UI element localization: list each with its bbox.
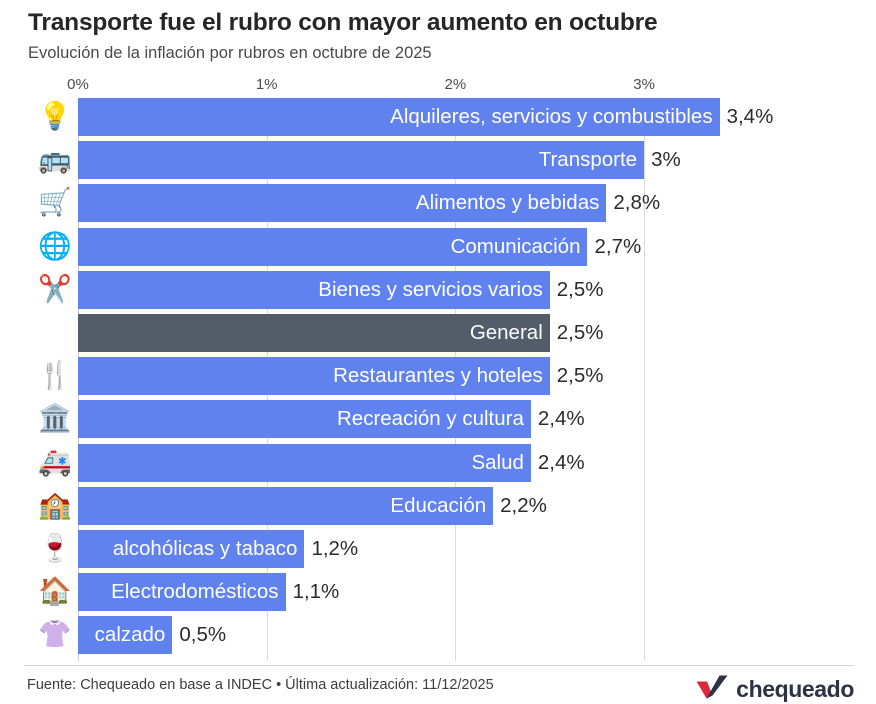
bar[interactable]: Educación bbox=[78, 486, 494, 525]
bar-row[interactable]: 💡 Alquileres, servicios y combustibles 3,4… bbox=[0, 98, 876, 136]
bus-icon: 🚌 bbox=[38, 144, 72, 176]
chart-footer: Fuente: Chequeado en base a INDEC • Últi… bbox=[0, 666, 876, 702]
bar-row[interactable]: 👚 calzado 0,5% bbox=[0, 616, 876, 655]
x-axis-tick-2: 2% bbox=[444, 76, 467, 93]
school-icon: 🏫 bbox=[38, 489, 72, 521]
bar-row[interactable]: 🌐 Comunicación 2,7% bbox=[0, 227, 876, 266]
bar-category-label: General bbox=[469, 320, 543, 344]
chart-subtitle: Evolución de la inflación por rubros en … bbox=[28, 44, 432, 63]
shopping-cart-icon: 🛒 bbox=[38, 187, 72, 219]
house-icon: 🏠 bbox=[38, 576, 72, 608]
bar[interactable]: Restaurantes y hoteles bbox=[78, 357, 550, 396]
bar[interactable]: Alquileres, servicios y combustibles bbox=[78, 98, 720, 136]
bar-row[interactable]: 🏠 Electrodomésticos 1,1% bbox=[0, 573, 876, 612]
bar[interactable]: Bienes y servicios varios bbox=[78, 270, 550, 309]
light-bulb-icon: 💡 bbox=[38, 101, 72, 132]
bar-category-label: calzado bbox=[94, 623, 166, 647]
bar-row[interactable]: 🛒 Alimentos y bebidas 2,8% bbox=[0, 184, 876, 223]
x-axis-tick-1: 1% bbox=[255, 76, 278, 93]
bar-row[interactable]: 🍷 alcohólicas y tabaco 1,2% bbox=[0, 530, 876, 568]
x-axis-tick-3: 3% bbox=[633, 76, 655, 93]
bar[interactable]: Electrodomésticos bbox=[78, 573, 286, 612]
page-title: Transporte fue el rubro con mayor aument… bbox=[28, 9, 658, 36]
bar-value-label: 1,1% bbox=[292, 579, 340, 603]
bar-category-label: Recreación y cultura bbox=[337, 407, 524, 431]
bar-value-label: 2,2% bbox=[500, 493, 547, 517]
bar-row[interactable]: General 2,5% bbox=[0, 314, 876, 352]
clothing-icon: 👚 bbox=[38, 619, 72, 651]
bar-row[interactable]: 🚌 Transporte 3% bbox=[0, 141, 876, 180]
bar-value-label: 2,8% bbox=[613, 191, 661, 215]
bar-row[interactable]: 🏛️ Recreación y cultura 2,4% bbox=[0, 400, 876, 439]
checkmark-icon bbox=[696, 675, 730, 704]
bar-value-label: 3% bbox=[651, 147, 681, 171]
x-axis-tick-labels: 0% 1% 2% 3% bbox=[0, 76, 876, 98]
classical-building-icon: 🏛️ bbox=[38, 403, 72, 435]
chart-plot-area: 0% 1% 2% 3% 💡 Alquileres, servicios y combus… bbox=[0, 76, 876, 661]
chart-header: Transporte fue el rubro con mayor aument… bbox=[28, 8, 856, 64]
bar[interactable]: Comunicación bbox=[78, 227, 588, 266]
wine-glass-icon: 🍷 bbox=[38, 533, 72, 564]
bar-row[interactable]: ✂️ Bienes y servicios varios 2,5% bbox=[0, 270, 876, 309]
bar-value-label: 2,5% bbox=[556, 277, 604, 301]
bar-value-label: 2,4% bbox=[537, 450, 585, 474]
footer-divider bbox=[24, 665, 854, 666]
bar[interactable]: calzado bbox=[78, 616, 173, 655]
bar-value-label: 2,5% bbox=[556, 320, 604, 344]
bar-row[interactable]: 🚑 Salud 2,4% bbox=[0, 443, 876, 482]
bar-category-label: alcohólicas y tabaco bbox=[112, 536, 298, 560]
bar[interactable]: General bbox=[78, 314, 550, 352]
bar-value-label: 1,2% bbox=[311, 536, 359, 560]
bar-category-label: Alquileres, servicios y combustibles bbox=[390, 104, 713, 128]
bar-category-label: Comunicación bbox=[450, 234, 581, 258]
bar[interactable]: Salud bbox=[78, 443, 531, 482]
bar-category-label: Transporte bbox=[538, 147, 638, 171]
bar[interactable]: Alimentos y bebidas bbox=[78, 184, 607, 223]
fork-and-knife-icon: 🍴 bbox=[38, 360, 72, 392]
bar-category-label: Salud bbox=[471, 450, 524, 474]
bar-category-label: Restaurantes y hoteles bbox=[333, 363, 543, 387]
bar[interactable]: alcohólicas y tabaco bbox=[78, 530, 305, 568]
x-axis-tick-0: 0% bbox=[67, 76, 89, 93]
bar-category-label: Bienes y servicios varios bbox=[318, 277, 543, 301]
scissors-icon: ✂️ bbox=[38, 273, 72, 305]
bar-value-label: 2,5% bbox=[556, 363, 604, 387]
bar[interactable]: Recreación y cultura bbox=[78, 400, 531, 439]
brand-wordmark: chequeado bbox=[736, 676, 854, 702]
bar-value-label: 2,4% bbox=[537, 407, 585, 431]
bar-category-label: Electrodomésticos bbox=[111, 579, 279, 603]
bar[interactable]: Transporte bbox=[78, 141, 645, 180]
bar-series: 💡 Alquileres, servicios y combustibles 3,4… bbox=[0, 98, 876, 661]
bar-value-label: 0,5% bbox=[179, 623, 227, 647]
bar-value-label: 3,4% bbox=[726, 104, 774, 128]
bar-category-label: Alimentos y bebidas bbox=[415, 191, 600, 215]
bar-category-label: Educación bbox=[390, 493, 487, 517]
bar-value-label: 2,7% bbox=[594, 234, 642, 258]
bar-row[interactable]: 🏫 Educación 2,2% bbox=[0, 486, 876, 525]
ambulance-icon: 🚑 bbox=[38, 446, 72, 478]
chequeado-logo[interactable]: chequeado bbox=[696, 675, 854, 704]
globe-icon: 🌐 bbox=[38, 230, 72, 262]
source-note: Fuente: Chequeado en base a INDEC • Últi… bbox=[27, 677, 494, 693]
bar-row[interactable]: 🍴 Restaurantes y hoteles 2,5% bbox=[0, 357, 876, 396]
